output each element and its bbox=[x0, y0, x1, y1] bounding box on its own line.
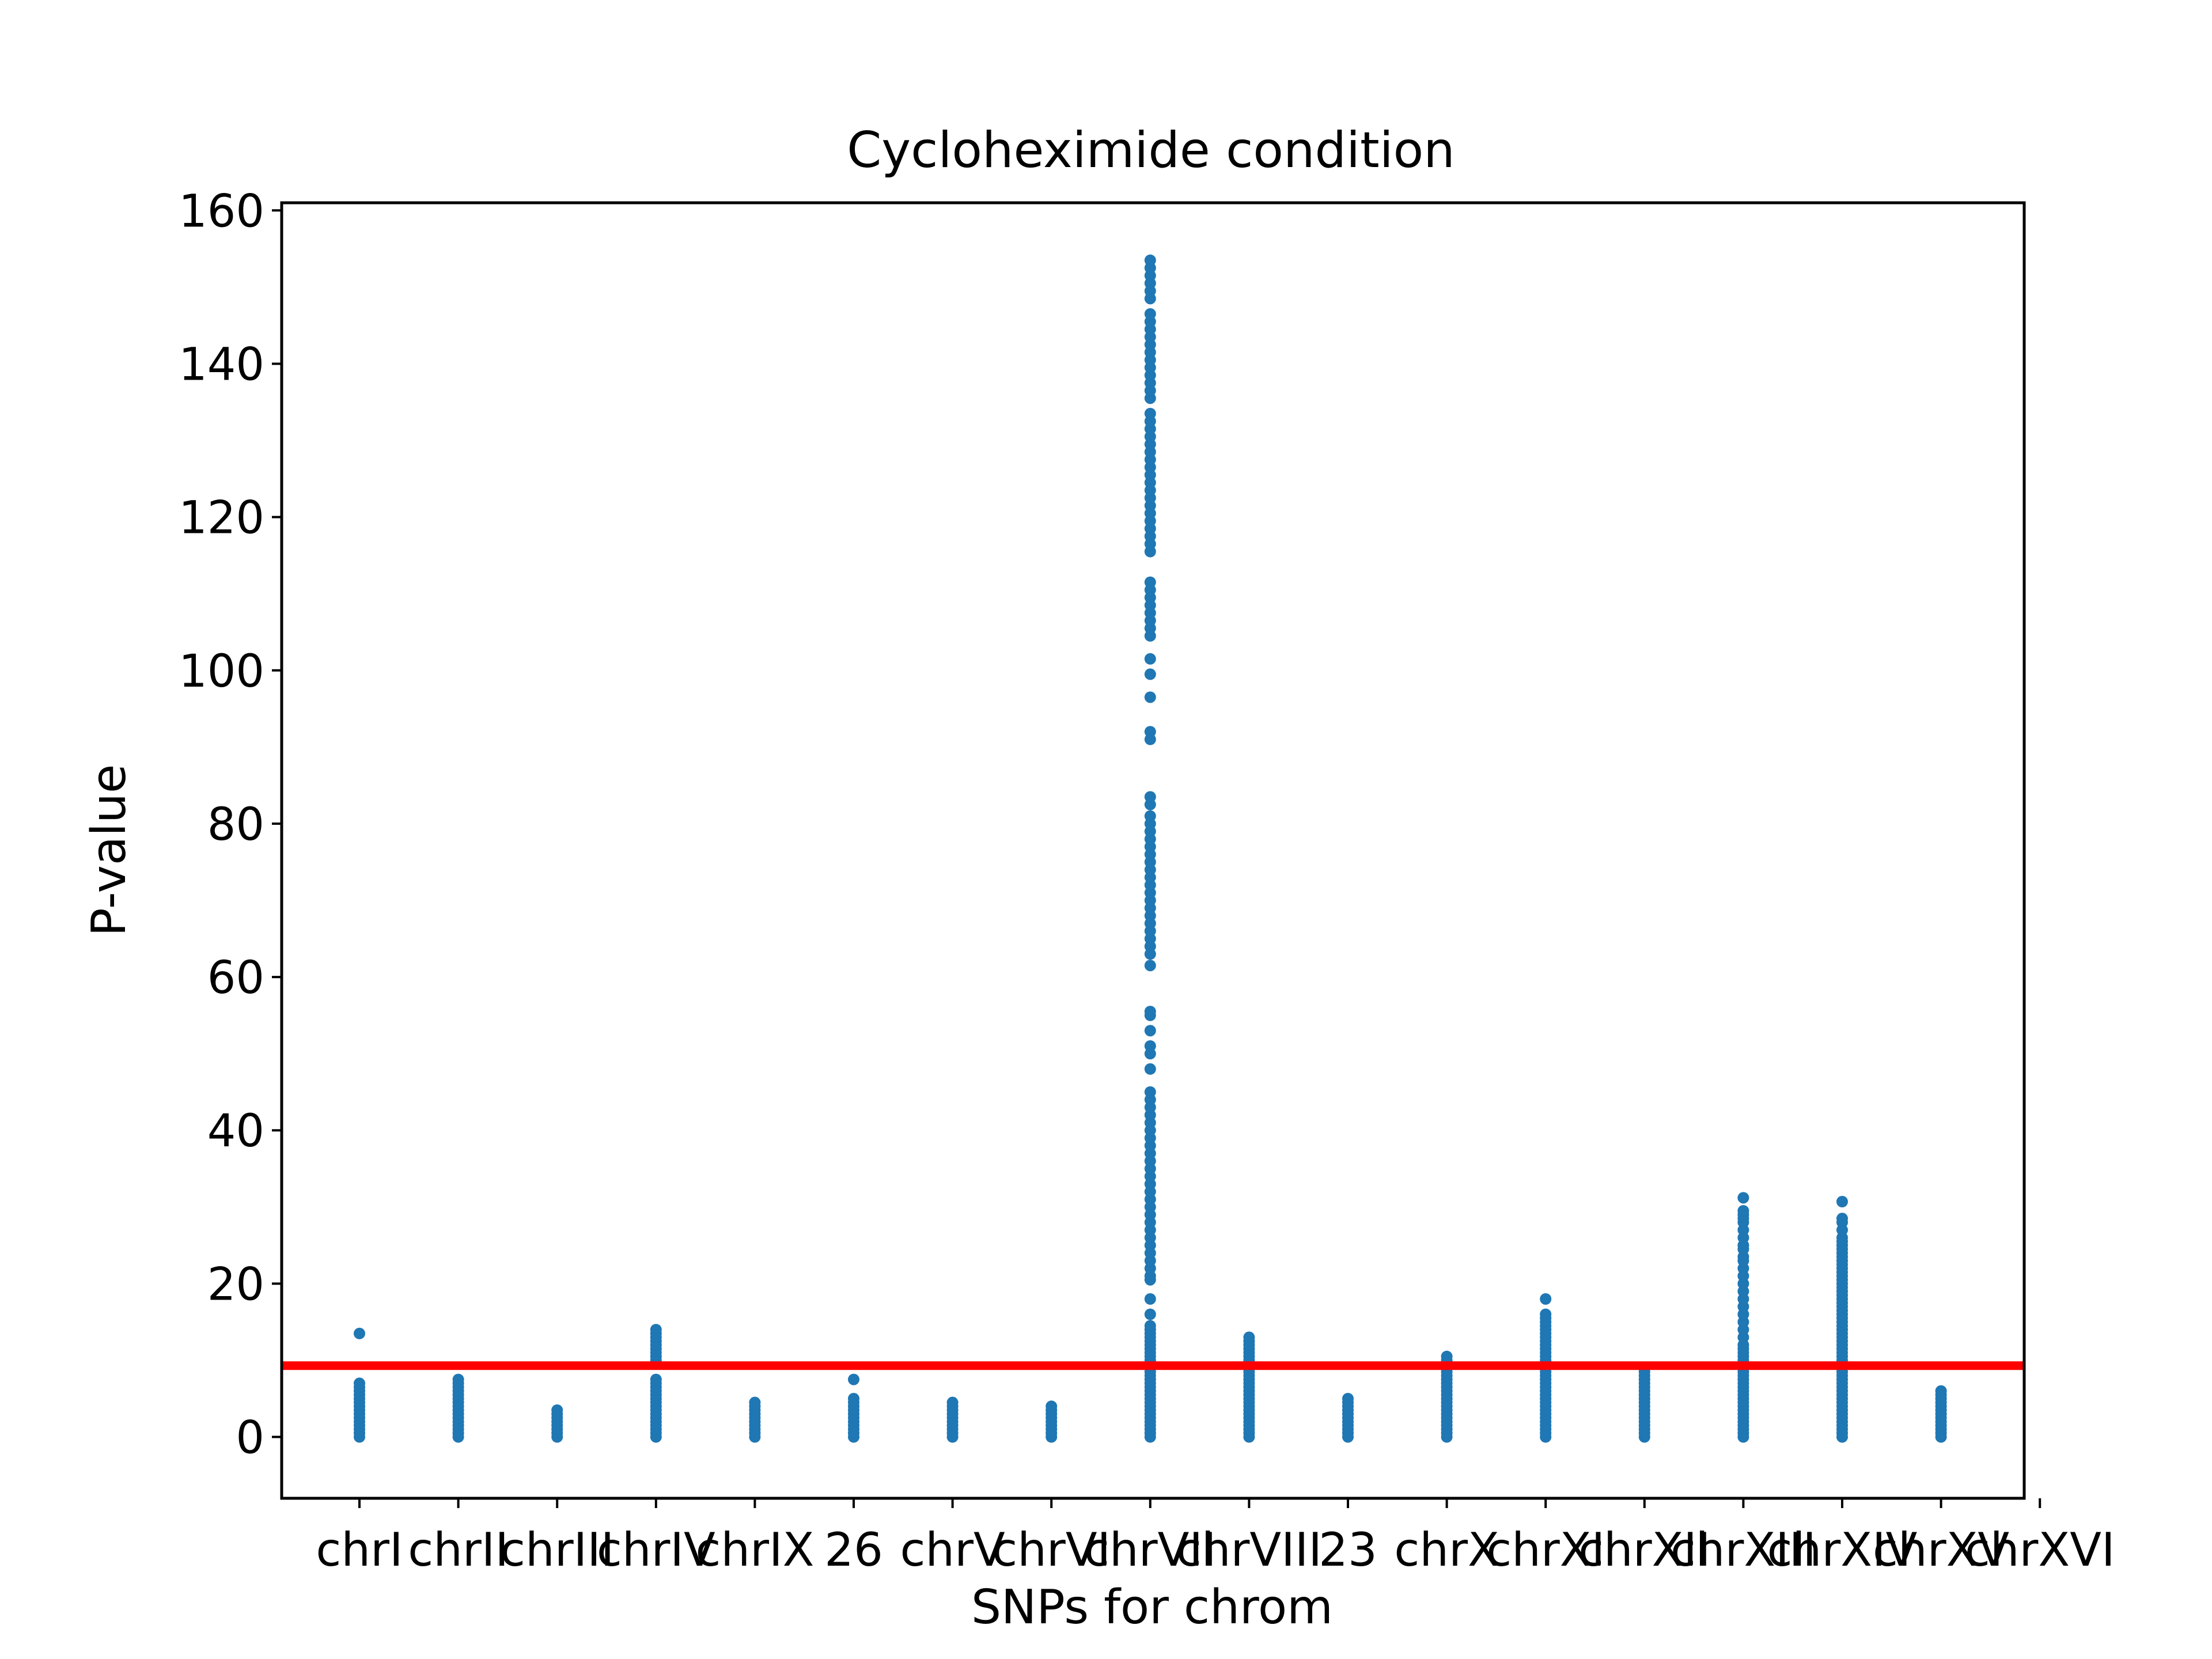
data-point bbox=[946, 1396, 959, 1408]
y-tick-label: 20 bbox=[207, 1259, 264, 1310]
x-tick-label: chrIII bbox=[500, 1523, 614, 1577]
x-tick-label: chrXII bbox=[1578, 1523, 1711, 1577]
data-point bbox=[1144, 791, 1156, 803]
data-point bbox=[1540, 1308, 1552, 1320]
data-point bbox=[1144, 653, 1156, 665]
data-point bbox=[848, 1373, 859, 1385]
plot-area bbox=[282, 254, 2024, 1443]
x-tick-label: chrII bbox=[408, 1523, 509, 1577]
data-point bbox=[1144, 254, 1156, 266]
y-tick-label: 120 bbox=[179, 493, 264, 544]
y-tick-label: 0 bbox=[236, 1412, 264, 1464]
x-tick-label: chrVI bbox=[992, 1523, 1111, 1577]
data-point bbox=[650, 1324, 662, 1336]
data-point bbox=[354, 1377, 365, 1389]
data-point bbox=[749, 1396, 761, 1408]
x-tick-label: chrVII bbox=[1084, 1523, 1217, 1577]
data-point bbox=[1144, 576, 1156, 588]
x-tick-label: chrXIII bbox=[1671, 1523, 1816, 1577]
data-point bbox=[551, 1404, 563, 1416]
x-tick-label: chrV bbox=[900, 1523, 1005, 1577]
y-axis: 0 20 40 60 80 100 120 140 160 bbox=[179, 185, 282, 1464]
y-tick-label: 160 bbox=[179, 185, 264, 237]
data-point bbox=[1144, 668, 1156, 680]
data-point bbox=[1737, 1205, 1749, 1217]
data-point bbox=[1144, 960, 1156, 972]
y-tick-label: 60 bbox=[207, 952, 264, 1004]
data-point bbox=[1144, 810, 1156, 822]
data-point bbox=[1144, 726, 1156, 738]
data-point bbox=[1144, 1040, 1156, 1052]
x-tick-label: 26 bbox=[824, 1523, 883, 1577]
data-point bbox=[1144, 1308, 1156, 1320]
y-tick-label: 40 bbox=[207, 1105, 264, 1157]
data-point bbox=[1342, 1393, 1354, 1404]
x-axis-label: SNPs for chrom bbox=[971, 1580, 1333, 1635]
y-tick-label: 100 bbox=[179, 646, 264, 698]
data-point bbox=[354, 1327, 365, 1339]
data-point bbox=[1144, 1320, 1156, 1332]
data-point bbox=[1144, 691, 1156, 703]
data-point bbox=[1144, 308, 1156, 320]
data-point bbox=[1144, 1293, 1156, 1305]
y-tick-label: 80 bbox=[207, 799, 264, 851]
x-tick-label: chrXIV bbox=[1767, 1523, 1918, 1577]
data-point bbox=[1144, 1005, 1156, 1017]
data-point bbox=[452, 1373, 464, 1385]
x-tick-label: chrXI bbox=[1486, 1523, 1605, 1577]
data-point bbox=[1540, 1293, 1552, 1305]
data-point bbox=[1836, 1213, 1848, 1225]
data-point bbox=[1144, 1025, 1156, 1037]
data-point bbox=[1935, 1385, 1947, 1397]
data-point bbox=[1441, 1350, 1453, 1362]
x-tick-label: chrIV bbox=[597, 1523, 715, 1577]
x-tick-label: chrXV bbox=[1873, 1523, 2009, 1577]
data-point bbox=[1144, 1063, 1156, 1075]
data-point bbox=[1046, 1400, 1058, 1412]
data-point bbox=[650, 1373, 662, 1385]
x-tick-label: 23 bbox=[1319, 1523, 1377, 1577]
x-tick-label: chrXVI bbox=[1965, 1523, 2115, 1577]
data-point bbox=[1144, 1086, 1156, 1098]
data-point bbox=[1836, 1195, 1848, 1207]
y-tick-label: 140 bbox=[179, 339, 264, 391]
y-axis-label: P-value bbox=[82, 764, 137, 936]
x-tick-label: chrVIII bbox=[1176, 1523, 1322, 1577]
chart-title: Cycloheximide condition bbox=[847, 122, 1455, 179]
data-point bbox=[848, 1393, 859, 1404]
data-point bbox=[1243, 1331, 1255, 1343]
data-point bbox=[1144, 407, 1156, 419]
x-tick-label: chrIX bbox=[695, 1523, 814, 1577]
x-tick-label: chrI bbox=[316, 1523, 403, 1577]
x-tick-label: chrX bbox=[1394, 1523, 1499, 1577]
data-point bbox=[1737, 1192, 1749, 1204]
plot-frame bbox=[280, 201, 2026, 1500]
